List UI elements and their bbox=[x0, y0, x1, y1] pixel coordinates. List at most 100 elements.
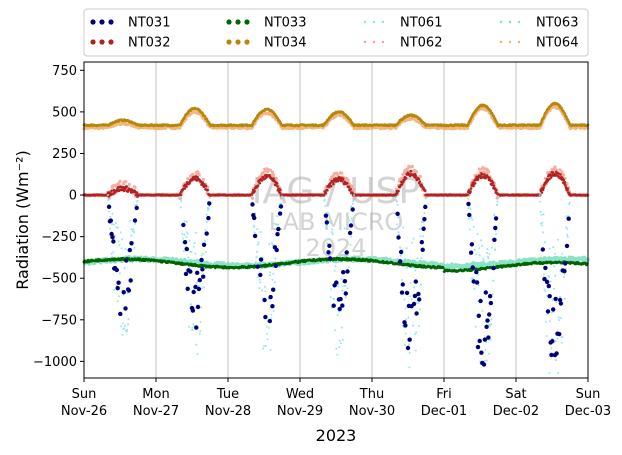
point bbox=[197, 284, 200, 287]
point bbox=[348, 266, 351, 269]
point bbox=[204, 251, 207, 253]
point bbox=[560, 341, 563, 344]
point bbox=[489, 323, 492, 326]
point bbox=[490, 112, 494, 115]
point bbox=[277, 223, 279, 226]
point bbox=[341, 177, 345, 180]
point bbox=[124, 324, 126, 327]
point bbox=[126, 329, 129, 331]
series-nt032 bbox=[82, 169, 589, 198]
point bbox=[124, 180, 128, 184]
point bbox=[345, 228, 348, 231]
point bbox=[566, 227, 569, 230]
point bbox=[351, 202, 354, 205]
point bbox=[134, 193, 138, 197]
point bbox=[558, 319, 561, 321]
point bbox=[347, 185, 351, 188]
point bbox=[475, 253, 478, 256]
point bbox=[353, 194, 355, 197]
point bbox=[467, 197, 469, 200]
point bbox=[561, 336, 564, 339]
legend-item-nt032: NT032 bbox=[90, 36, 170, 51]
point bbox=[269, 271, 272, 274]
point bbox=[408, 351, 411, 354]
legend-item-nt062: NT062 bbox=[363, 36, 442, 51]
point bbox=[207, 207, 210, 210]
point bbox=[348, 219, 351, 222]
legend-item-nt034: NT034 bbox=[226, 36, 306, 51]
point bbox=[123, 327, 126, 330]
point bbox=[325, 188, 329, 192]
point bbox=[542, 231, 545, 234]
point bbox=[473, 182, 477, 185]
point bbox=[344, 296, 347, 299]
point bbox=[111, 239, 116, 244]
point bbox=[563, 297, 566, 300]
point bbox=[121, 333, 124, 336]
point bbox=[413, 333, 416, 336]
point bbox=[409, 295, 412, 298]
point bbox=[492, 184, 496, 188]
point bbox=[540, 191, 544, 194]
point bbox=[107, 199, 110, 201]
point bbox=[276, 215, 279, 218]
point bbox=[181, 232, 184, 235]
point bbox=[543, 241, 546, 244]
point bbox=[550, 347, 553, 350]
point bbox=[409, 169, 413, 173]
point bbox=[274, 257, 277, 260]
point bbox=[543, 273, 546, 276]
point bbox=[190, 250, 193, 253]
point bbox=[553, 265, 556, 268]
point bbox=[404, 344, 406, 346]
point bbox=[328, 238, 331, 241]
point bbox=[489, 339, 492, 342]
point bbox=[324, 205, 327, 207]
legend-item-nt061: NT061 bbox=[363, 16, 442, 31]
point bbox=[472, 184, 475, 188]
point bbox=[397, 231, 400, 234]
point bbox=[403, 298, 406, 301]
point bbox=[329, 184, 333, 188]
point bbox=[494, 249, 497, 252]
point bbox=[273, 281, 276, 284]
legend-label: NT063 bbox=[536, 16, 578, 31]
point bbox=[411, 266, 414, 269]
point bbox=[481, 309, 484, 312]
point bbox=[414, 349, 417, 352]
point bbox=[253, 231, 256, 234]
point bbox=[486, 251, 489, 254]
point bbox=[256, 276, 259, 279]
point bbox=[338, 339, 341, 342]
point bbox=[404, 332, 407, 335]
point bbox=[404, 307, 407, 310]
legend-marker bbox=[381, 40, 385, 44]
point bbox=[257, 243, 260, 246]
point bbox=[568, 201, 571, 204]
point bbox=[106, 194, 109, 197]
point bbox=[550, 311, 553, 314]
legend-label: NT034 bbox=[264, 36, 306, 51]
point bbox=[487, 352, 490, 355]
point bbox=[350, 185, 354, 189]
point bbox=[121, 238, 123, 241]
point bbox=[118, 272, 121, 275]
point bbox=[126, 292, 129, 295]
point bbox=[257, 241, 260, 244]
point bbox=[415, 170, 419, 174]
point bbox=[268, 168, 273, 172]
point bbox=[496, 195, 499, 198]
point bbox=[117, 240, 120, 243]
point bbox=[338, 346, 341, 348]
point bbox=[331, 228, 334, 231]
point bbox=[329, 221, 332, 224]
point bbox=[476, 233, 479, 235]
point bbox=[208, 196, 211, 199]
point bbox=[397, 216, 400, 219]
point bbox=[124, 248, 127, 250]
point bbox=[442, 266, 445, 270]
point bbox=[185, 185, 188, 188]
point bbox=[539, 200, 542, 203]
point bbox=[565, 215, 568, 218]
legend-label: NT062 bbox=[400, 36, 442, 51]
